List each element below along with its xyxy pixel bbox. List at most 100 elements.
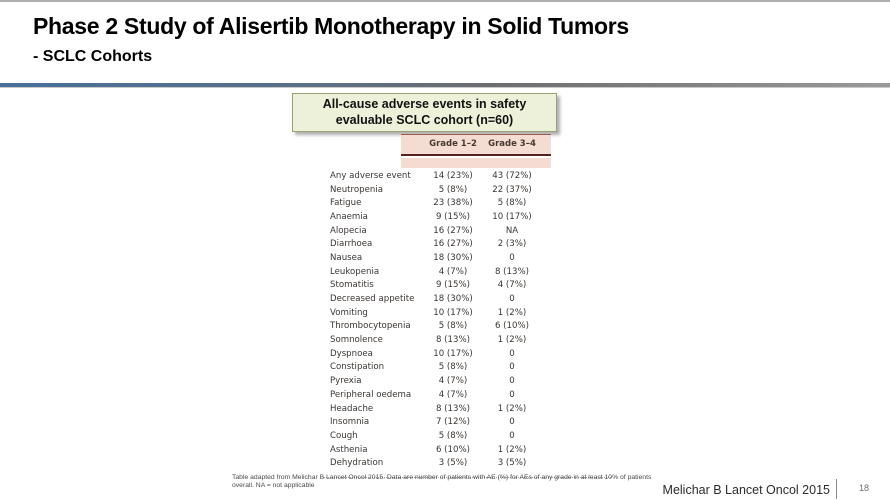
table-row: Pyrexia 4 (7%) 0	[323, 374, 613, 388]
cell-grade-3-4: 1 (2%)	[497, 335, 527, 346]
cell-grade-1-2: 4 (7%)	[438, 389, 468, 400]
column-header-grade-3-4: Grade 3–4	[488, 139, 536, 149]
slide-top-border	[0, 0, 890, 2]
column-header-grade-1-2: Grade 1–2	[429, 139, 477, 149]
cell-grade-3-4: 0	[509, 417, 515, 428]
table-row: Asthenia 6 (10%) 1 (2%)	[323, 443, 613, 457]
ae-table-rows: Any adverse event 14 (23%) 43 (72%) Neutrop…	[323, 169, 613, 470]
cell-grade-1-2: 23 (38%)	[433, 198, 473, 209]
cell-grade-3-4: NA	[505, 225, 519, 236]
table-row: Cough 5 (8%) 0	[323, 429, 613, 443]
row-label: Stomatitis	[330, 280, 374, 291]
table-row: Insomnia 7 (12%) 0	[323, 415, 613, 429]
cell-grade-3-4: 5 (8%)	[497, 198, 527, 209]
title-divider-line	[0, 83, 890, 88]
table-row: Constipation 5 (8%) 0	[323, 361, 613, 375]
cell-grade-1-2: 7 (12%)	[435, 417, 470, 428]
citation-divider-line	[836, 479, 837, 499]
row-label: Asthenia	[330, 444, 368, 455]
table-row: Stomatitis 9 (15%) 4 (7%)	[323, 279, 613, 293]
cell-grade-3-4: 0	[509, 362, 515, 373]
cell-grade-3-4: 0	[509, 294, 515, 305]
table-header-row: Grade 1–2 Grade 3–4	[401, 135, 551, 156]
cell-grade-1-2: 14 (23%)	[433, 170, 473, 181]
table-row: Dyspnoea 10 (17%) 0	[323, 347, 613, 361]
row-label: Any adverse event	[330, 170, 411, 181]
row-label: Fatigue	[330, 198, 362, 209]
cell-grade-3-4: 1 (2%)	[497, 444, 527, 455]
slide-citation: Melichar B Lancet Oncol 2015	[662, 483, 830, 497]
row-label: Vomiting	[330, 307, 368, 318]
cell-grade-1-2: 5 (8%)	[438, 184, 468, 195]
table-row: Headache 8 (13%) 1 (2%)	[323, 402, 613, 416]
cell-grade-1-2: 9 (15%)	[435, 280, 470, 291]
cell-grade-3-4: 1 (2%)	[497, 403, 527, 414]
cell-grade-3-4: 4 (7%)	[497, 280, 527, 291]
table-header-gap	[401, 156, 551, 158]
cell-grade-1-2: 8 (13%)	[435, 403, 470, 414]
table-row: Anaemia 9 (15%) 10 (17%)	[323, 210, 613, 224]
cell-grade-1-2: 4 (7%)	[438, 266, 468, 277]
table-row: Somnolence 8 (13%) 1 (2%)	[323, 333, 613, 347]
table-row: Decreased appetite 18 (30%) 0	[323, 292, 613, 306]
cell-grade-3-4: 22 (37%)	[492, 184, 532, 195]
cell-grade-1-2: 3 (5%)	[438, 458, 468, 469]
table-row: Thrombocytopenia 5 (8%) 6 (10%)	[323, 320, 613, 334]
page-title: Phase 2 Study of Alisertib Monotherapy i…	[33, 13, 629, 39]
cell-grade-1-2: 16 (27%)	[433, 239, 473, 250]
table-header-band: Grade 1–2 Grade 3–4	[401, 134, 551, 168]
cell-grade-3-4: 0	[509, 389, 515, 400]
cell-grade-3-4: 8 (13%)	[494, 266, 529, 277]
table-row: Nausea 18 (30%) 0	[323, 251, 613, 265]
page-subtitle: - SCLC Cohorts	[33, 48, 153, 65]
cell-grade-1-2: 8 (13%)	[435, 335, 470, 346]
cell-grade-3-4: 0	[509, 348, 515, 359]
row-label: Nausea	[330, 252, 363, 263]
row-label: Pyrexia	[330, 376, 362, 387]
cell-grade-3-4: 0	[509, 430, 515, 441]
cell-grade-1-2: 18 (30%)	[433, 294, 473, 305]
table-row: Dehydration 3 (5%) 3 (5%)	[323, 456, 613, 470]
row-label: Headache	[330, 403, 374, 414]
adverse-events-table: Grade 1–2 Grade 3–4 Any adverse event 14 …	[323, 134, 613, 486]
cell-grade-1-2: 10 (17%)	[433, 348, 473, 359]
cell-grade-3-4: 0	[509, 376, 515, 387]
row-label: Anaemia	[330, 211, 368, 222]
cell-grade-1-2: 4 (7%)	[438, 376, 468, 387]
row-label: Peripheral oedema	[330, 389, 412, 400]
table-title-text: All-cause adverse events in safety evalu…	[322, 97, 527, 127]
row-label: Somnolence	[330, 335, 383, 346]
cell-grade-1-2: 5 (8%)	[438, 321, 468, 332]
row-label: Decreased appetite	[330, 294, 415, 305]
table-row: Leukopenia 4 (7%) 8 (13%)	[323, 265, 613, 279]
cell-grade-3-4: 10 (17%)	[492, 211, 532, 222]
cell-grade-1-2: 5 (8%)	[438, 362, 468, 373]
table-row: Vomiting 10 (17%) 1 (2%)	[323, 306, 613, 320]
cell-grade-1-2: 6 (10%)	[435, 444, 470, 455]
row-label: Cough	[330, 430, 358, 441]
table-row: Fatigue 23 (38%) 5 (8%)	[323, 196, 613, 210]
row-label: Leukopenia	[330, 266, 380, 277]
cell-grade-1-2: 5 (8%)	[438, 430, 468, 441]
row-label: Insomnia	[330, 417, 370, 428]
cell-grade-1-2: 9 (15%)	[435, 211, 470, 222]
row-label: Constipation	[330, 362, 385, 373]
row-label: Dyspnoea	[330, 348, 373, 359]
table-row: Peripheral oedema 4 (7%) 0	[323, 388, 613, 402]
table-bottom-rule	[323, 477, 611, 478]
row-label: Alopecia	[330, 225, 367, 236]
cell-grade-1-2: 18 (30%)	[433, 252, 473, 263]
cell-grade-3-4: 6 (10%)	[494, 321, 529, 332]
table-row: Diarrhoea 16 (27%) 2 (3%)	[323, 237, 613, 251]
cell-grade-3-4: 0	[509, 252, 515, 263]
cell-grade-1-2: 10 (17%)	[433, 307, 473, 318]
table-title-callout: All-cause adverse events in safety evalu…	[292, 93, 557, 132]
table-footnote: Table adapted from Melichar B Lancet Onc…	[232, 474, 652, 489]
cell-grade-3-4: 2 (3%)	[497, 239, 527, 250]
row-label: Thrombocytopenia	[330, 321, 411, 332]
cell-grade-3-4: 1 (2%)	[497, 307, 527, 318]
row-label: Neutropenia	[330, 184, 383, 195]
cell-grade-3-4: 3 (5%)	[497, 458, 527, 469]
cell-grade-3-4: 43 (72%)	[492, 170, 532, 181]
table-row: Any adverse event 14 (23%) 43 (72%)	[323, 169, 613, 183]
